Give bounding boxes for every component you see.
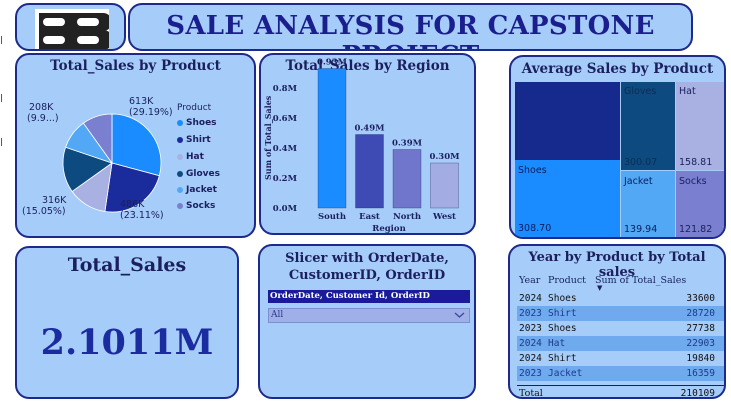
treemap-cell-jacket[interactable]: Jacket 139.94: [621, 171, 675, 237]
y-tick-label: 0.4M: [273, 144, 298, 154]
table-row: 2024 Hat 22903: [517, 336, 724, 351]
treemap-card[interactable]: Average Sales by Product Shoes 308.70 Gl…: [509, 55, 726, 239]
bar-data-label: 0.30M: [429, 152, 460, 162]
bar-north[interactable]: [392, 149, 422, 209]
logo-card: [15, 3, 126, 51]
legend-item-jacket[interactable]: Jacket: [177, 185, 217, 195]
treemap-cell-shoes[interactable]: Shoes 308.70: [515, 160, 620, 237]
x-tick-label: South: [318, 212, 346, 222]
table-row: 2023 Jacket 16359: [517, 366, 724, 381]
total-sales-value: 2.1011M: [40, 322, 214, 363]
legend-item-hat[interactable]: Hat: [177, 152, 204, 162]
bar-south[interactable]: [317, 68, 347, 209]
pie-chart[interactable]: [17, 55, 256, 238]
slicer-dropdown[interactable]: All: [268, 308, 470, 323]
slicer-selected-value: All: [271, 310, 284, 320]
table-header-row: Year Product Sum of Total_Sales ▼: [517, 273, 724, 292]
bar-chart-card[interactable]: Total_Sales by Region 0.0M 0.2M 0.4M 0.6M 0.…: [259, 53, 476, 235]
pie-slice-socks[interactable]: [82, 113, 113, 165]
pie-chart-card[interactable]: Total_Sales by Product 613K (29.19%) 486K…: [15, 53, 256, 238]
treemap-cell-socks[interactable]: Socks 121.82: [676, 171, 724, 237]
pie-label-shoes: 613K (29.19%): [129, 96, 173, 118]
x-tick-label: North: [393, 212, 421, 222]
x-tick-label: West: [432, 212, 456, 222]
treemap-cell-hat[interactable]: Hat 158.81: [676, 82, 724, 170]
y-tick-label: 0.0M: [273, 204, 298, 214]
table-row: 2023 Shoes 27738: [519, 323, 715, 334]
legend-item-shirt[interactable]: Shirt: [177, 135, 211, 145]
pie-label-shirt: 486K (23.11%): [120, 199, 164, 221]
pie-chart-title: Total_Sales by Product: [50, 58, 221, 74]
edge-glyph: ⅼ: [0, 92, 4, 105]
x-tick-label: East: [359, 212, 380, 222]
bar-data-label: 0.93M: [317, 58, 348, 68]
table-row: 2024 Shoes 33600: [519, 293, 715, 304]
edge-glyph: l: [0, 34, 4, 47]
x-axis-label: Region: [372, 224, 406, 234]
y-tick-label: 0.6M: [273, 114, 298, 124]
table-total-row: Total 210109: [517, 385, 724, 397]
dashboard-title: SALE ANALYSIS FOR CAPSTONE PROJECT: [166, 11, 655, 49]
slicer-title: Slicer with OrderDate, CustomerID, Order…: [285, 251, 449, 283]
edge-glyph: ⅼ: [0, 136, 4, 149]
table-title: Year by Product by Total sales: [528, 250, 706, 280]
pie-slice-shirt[interactable]: [104, 162, 160, 213]
pie-label-socks: 208K (9.9...): [27, 102, 59, 124]
matrix-table-card[interactable]: Year by Product by Total sales Year Prod…: [508, 244, 726, 399]
treemap-cell-gloves[interactable]: Gloves 300.07: [621, 82, 675, 170]
chevron-down-icon[interactable]: [454, 309, 465, 325]
pie-slice-shoes[interactable]: [111, 113, 162, 177]
column-header-year[interactable]: Year: [519, 275, 541, 286]
column-header-product[interactable]: Product: [548, 275, 586, 286]
pie-legend-title: Product: [177, 103, 212, 113]
total-sales-card: Total_Sales 2.1011M: [15, 246, 239, 399]
title-banner: SALE ANALYSIS FOR CAPSTONE PROJECT: [128, 3, 693, 51]
treemap-title: Average Sales by Product: [521, 61, 714, 77]
slicer-card[interactable]: Slicer with OrderDate, CustomerID, Order…: [258, 244, 476, 399]
slicer-header[interactable]: OrderDate, Customer Id, OrderID: [268, 290, 470, 303]
y-tick-label: 0.8M: [273, 84, 298, 94]
y-tick-label: 0.2M: [273, 174, 298, 184]
bar-east[interactable]: [355, 134, 384, 209]
bar-data-label: 0.49M: [354, 124, 385, 134]
legend-item-gloves[interactable]: Gloves: [177, 169, 220, 179]
bar-west[interactable]: [430, 162, 459, 209]
total-sales-title: Total_Sales: [67, 254, 187, 276]
pie-label-gloves: 316K (15.05%): [22, 195, 67, 217]
legend-item-shoes[interactable]: Shoes: [177, 118, 217, 128]
bar-data-label: 0.39M: [392, 139, 423, 149]
table-row: 2024 Shirt 19840: [519, 353, 715, 364]
treemap-cell-blank[interactable]: [515, 82, 620, 160]
data-table: Year Product Sum of Total_Sales ▼ 2024 Sh…: [517, 273, 724, 397]
legend-item-socks[interactable]: Socks: [177, 201, 215, 211]
table-row: 2023 Shirt 28720: [517, 306, 724, 321]
column-header-sum[interactable]: Sum of Total_Sales: [595, 275, 687, 286]
brand-logo: [35, 9, 109, 49]
y-axis-label: Sum of Total_Sales: [263, 95, 273, 180]
left-edge-strip: l ⅼ ⅼ: [0, 0, 12, 403]
sort-desc-icon[interactable]: ▼: [597, 284, 603, 292]
